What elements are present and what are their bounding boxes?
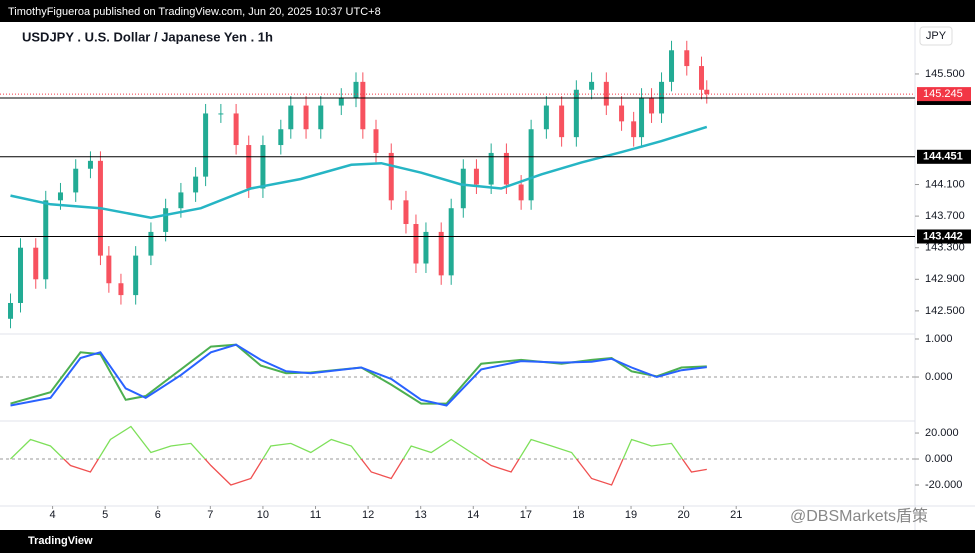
candle-body bbox=[148, 231, 154, 256]
x-tick-label: 11 bbox=[310, 509, 321, 521]
x-tick-label: 17 bbox=[520, 509, 532, 521]
candle-body bbox=[18, 247, 24, 303]
x-tick-label: 13 bbox=[415, 509, 427, 521]
candle-body bbox=[303, 105, 309, 130]
y-tick-label: 144.100 bbox=[925, 178, 965, 190]
x-tick-label: 12 bbox=[362, 509, 374, 521]
candle-body bbox=[43, 200, 49, 280]
x-tick-label: 18 bbox=[572, 509, 584, 521]
level-tag bbox=[917, 149, 971, 164]
y-tick-label: 0.000 bbox=[925, 371, 953, 383]
candle-body bbox=[413, 224, 419, 264]
candle-body bbox=[589, 81, 595, 90]
candle-body bbox=[288, 105, 294, 130]
candle-body bbox=[669, 50, 675, 82]
candle-body bbox=[573, 89, 579, 138]
candle-body bbox=[699, 66, 704, 90]
x-tick-label: 21 bbox=[730, 509, 742, 521]
candle-body bbox=[619, 105, 625, 122]
chart-title: USDJPY . U.S. Dollar / Japanese Yen . 1h bbox=[22, 29, 273, 44]
x-tick-label: 14 bbox=[467, 509, 479, 521]
momentum-positive bbox=[10, 425, 684, 460]
oscillator-line bbox=[10, 343, 707, 407]
candle-body bbox=[8, 302, 14, 319]
x-tick-label: 6 bbox=[155, 509, 161, 521]
candle-body bbox=[353, 81, 359, 98]
candle-body bbox=[684, 50, 690, 67]
footer: TradingView bbox=[28, 535, 93, 547]
header-bar bbox=[0, 0, 975, 22]
candle-body bbox=[178, 192, 184, 209]
candle-body bbox=[33, 247, 39, 280]
candle-body bbox=[278, 129, 284, 146]
candle-body bbox=[649, 97, 655, 114]
y-tick-label: 143.700 bbox=[925, 210, 965, 222]
candle-body bbox=[559, 105, 565, 138]
candle-body bbox=[460, 168, 466, 209]
y-tick-label: 142.900 bbox=[925, 273, 965, 285]
candle-body bbox=[631, 121, 637, 138]
candle-body bbox=[518, 184, 524, 201]
x-tick-label: 19 bbox=[625, 509, 637, 521]
candle-body bbox=[133, 255, 139, 296]
candle-body bbox=[193, 176, 199, 193]
candle-body bbox=[233, 113, 239, 146]
candle-body bbox=[373, 129, 379, 153]
candle-body bbox=[448, 208, 454, 276]
x-tick-label: 5 bbox=[102, 509, 108, 521]
moving-average bbox=[10, 125, 708, 219]
level-label: 143.442 bbox=[923, 230, 963, 242]
x-tick-label: 10 bbox=[257, 509, 269, 521]
y-tick-label: 143.300 bbox=[925, 242, 965, 254]
header: TimothyFigueroa published on TradingView… bbox=[8, 6, 381, 18]
candle-body bbox=[118, 283, 124, 296]
footer-bar bbox=[0, 530, 975, 553]
y-tick-label: 145.500 bbox=[925, 68, 965, 80]
candle-body bbox=[488, 152, 494, 185]
level-tag bbox=[917, 229, 971, 244]
last-price-label: 145.245 bbox=[923, 88, 963, 100]
currency: JPY bbox=[926, 30, 947, 42]
candle-body bbox=[318, 105, 324, 130]
candle-body bbox=[338, 97, 344, 106]
x-tick-label: 4 bbox=[50, 509, 56, 521]
candle-body bbox=[218, 113, 224, 115]
candle-body bbox=[106, 255, 112, 284]
candle-body bbox=[543, 105, 549, 130]
y-tick-label: -20.000 bbox=[925, 479, 962, 491]
candle-body bbox=[528, 129, 534, 201]
y-tick-label: 20.000 bbox=[925, 427, 959, 439]
level-label: 144.451 bbox=[923, 151, 963, 163]
candle-body bbox=[163, 208, 169, 232]
candle-body bbox=[423, 231, 429, 264]
y-tick-label: 0.000 bbox=[925, 453, 953, 465]
last-price-tag bbox=[917, 87, 971, 102]
x-tick-label: 20 bbox=[677, 509, 689, 521]
x-tick-label: 7 bbox=[207, 509, 213, 521]
candle-body bbox=[73, 168, 79, 193]
y-tick-label: 1.000 bbox=[925, 333, 953, 345]
candle-body bbox=[87, 160, 93, 169]
candle-body bbox=[260, 145, 266, 189]
candle-body bbox=[203, 113, 209, 177]
currency-box bbox=[919, 26, 953, 46]
candle-body bbox=[438, 231, 444, 276]
candle-body bbox=[639, 97, 645, 138]
y-tick-label: 142.500 bbox=[925, 305, 965, 317]
candle-body bbox=[503, 152, 509, 185]
candle-body bbox=[388, 152, 394, 201]
candle-body bbox=[473, 168, 479, 185]
candle-body bbox=[57, 192, 63, 201]
candle-body bbox=[360, 81, 366, 130]
momentum-negative bbox=[10, 459, 707, 486]
watermark: @DBSMarkets盾策 bbox=[790, 507, 928, 525]
candle-body bbox=[704, 89, 710, 95]
candle-body bbox=[403, 200, 409, 225]
candle-body bbox=[246, 145, 252, 189]
